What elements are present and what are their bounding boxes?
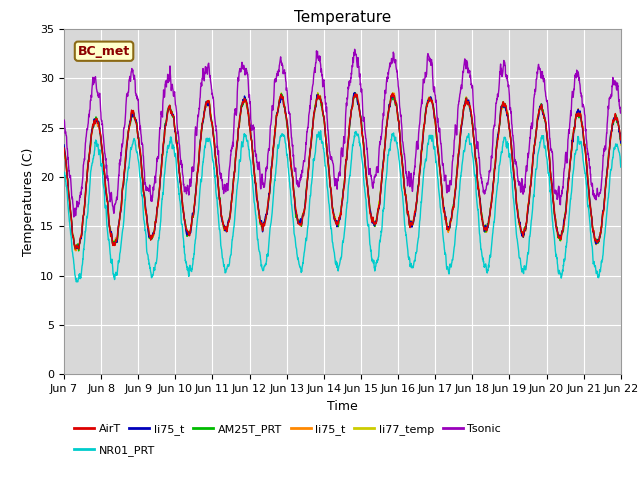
Title: Temperature: Temperature xyxy=(294,10,391,25)
Y-axis label: Temperatures (C): Temperatures (C) xyxy=(22,147,35,256)
X-axis label: Time: Time xyxy=(327,400,358,413)
Legend: NR01_PRT: NR01_PRT xyxy=(70,441,159,460)
Text: BC_met: BC_met xyxy=(78,45,130,58)
